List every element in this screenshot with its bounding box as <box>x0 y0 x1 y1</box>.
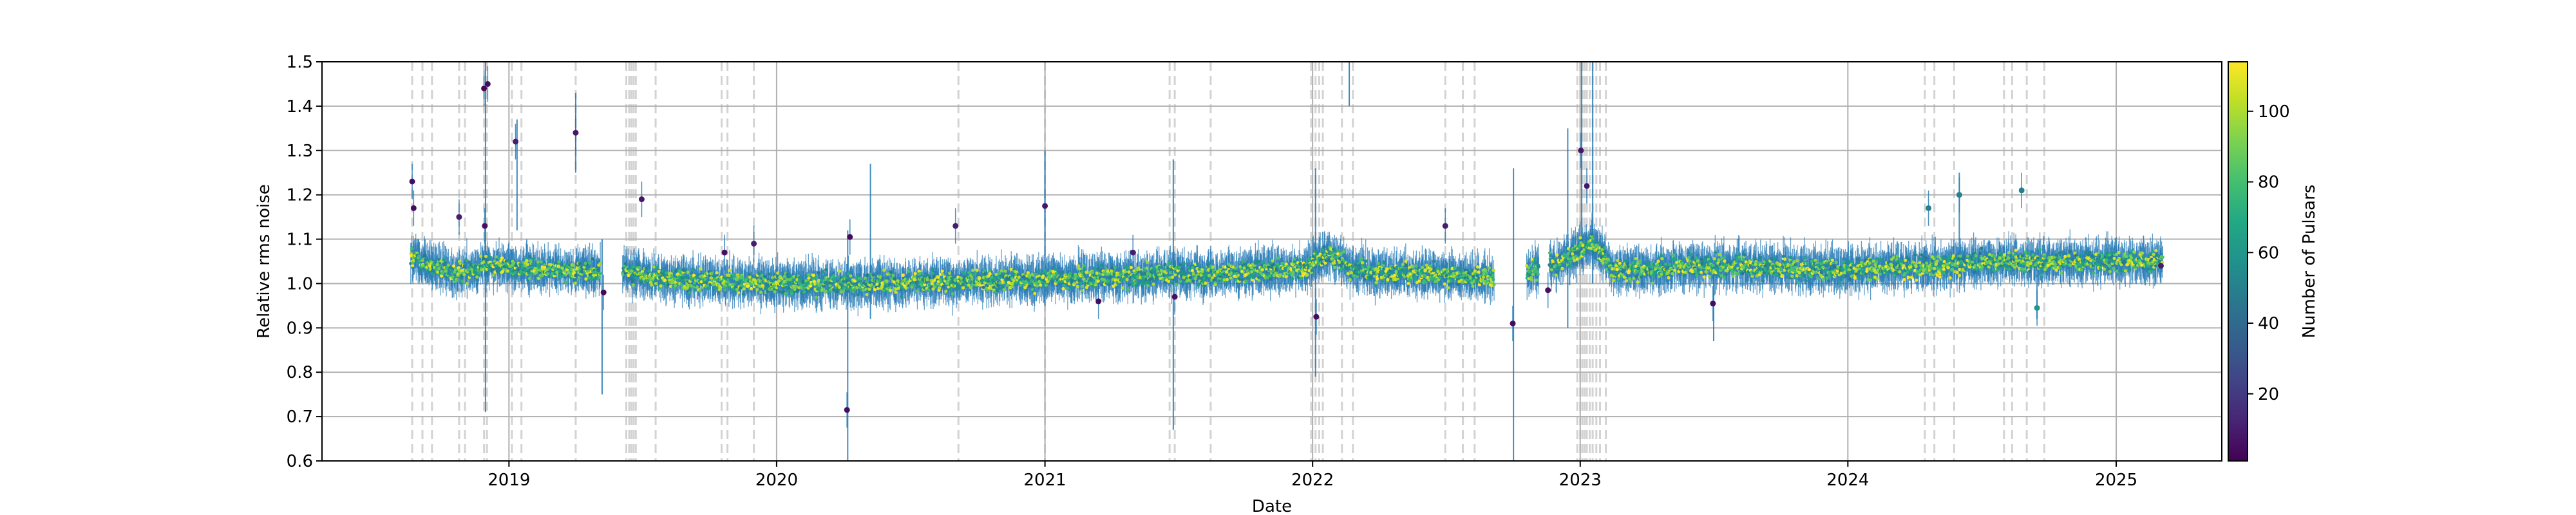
data-point <box>461 279 465 283</box>
data-point <box>478 264 482 268</box>
data-point <box>438 264 442 268</box>
data-point <box>502 265 507 269</box>
data-point <box>484 271 488 275</box>
data-point <box>475 275 479 279</box>
data-points <box>409 80 2164 413</box>
data-point <box>440 274 444 278</box>
data-point <box>493 259 497 263</box>
data-point <box>467 260 471 264</box>
data-point <box>500 256 504 260</box>
data-point <box>457 268 461 272</box>
data-point <box>453 270 457 274</box>
plot-area: 2019 2020 2021 2022 2023 2024 2025 0.60.70.80.… <box>287 53 2222 490</box>
data-point <box>484 254 488 258</box>
data-point <box>443 261 447 265</box>
data-point <box>442 258 446 261</box>
data-point <box>473 264 478 268</box>
data-point <box>422 254 427 258</box>
data-point <box>451 264 456 268</box>
data-point <box>499 259 503 263</box>
data-point <box>411 263 415 268</box>
data-point <box>411 261 415 265</box>
data-point <box>447 272 451 276</box>
data-point <box>437 267 441 270</box>
data-point <box>463 262 467 266</box>
data-point <box>501 269 505 274</box>
data-point <box>462 273 466 277</box>
data-point <box>465 281 469 285</box>
data-point <box>465 258 469 262</box>
data-point <box>450 267 454 271</box>
data-point <box>497 256 501 260</box>
data-point <box>491 273 496 277</box>
data-point <box>482 260 486 264</box>
data-point <box>410 247 414 251</box>
data-point <box>435 263 439 267</box>
data-point <box>494 255 498 259</box>
data-point <box>458 271 462 275</box>
data-point <box>444 269 448 273</box>
data-point <box>508 270 512 274</box>
data-point <box>466 268 470 272</box>
data-point <box>446 263 451 267</box>
data-point <box>419 268 423 272</box>
data-point <box>417 254 421 258</box>
data-point <box>478 254 483 258</box>
data-point <box>488 255 491 259</box>
data-point <box>430 272 434 276</box>
data-point <box>480 268 484 272</box>
data-point <box>441 270 445 274</box>
data-point <box>455 278 459 282</box>
data-point <box>434 267 438 271</box>
data-point <box>423 258 428 262</box>
data-point <box>477 271 481 275</box>
data-point <box>459 261 462 265</box>
